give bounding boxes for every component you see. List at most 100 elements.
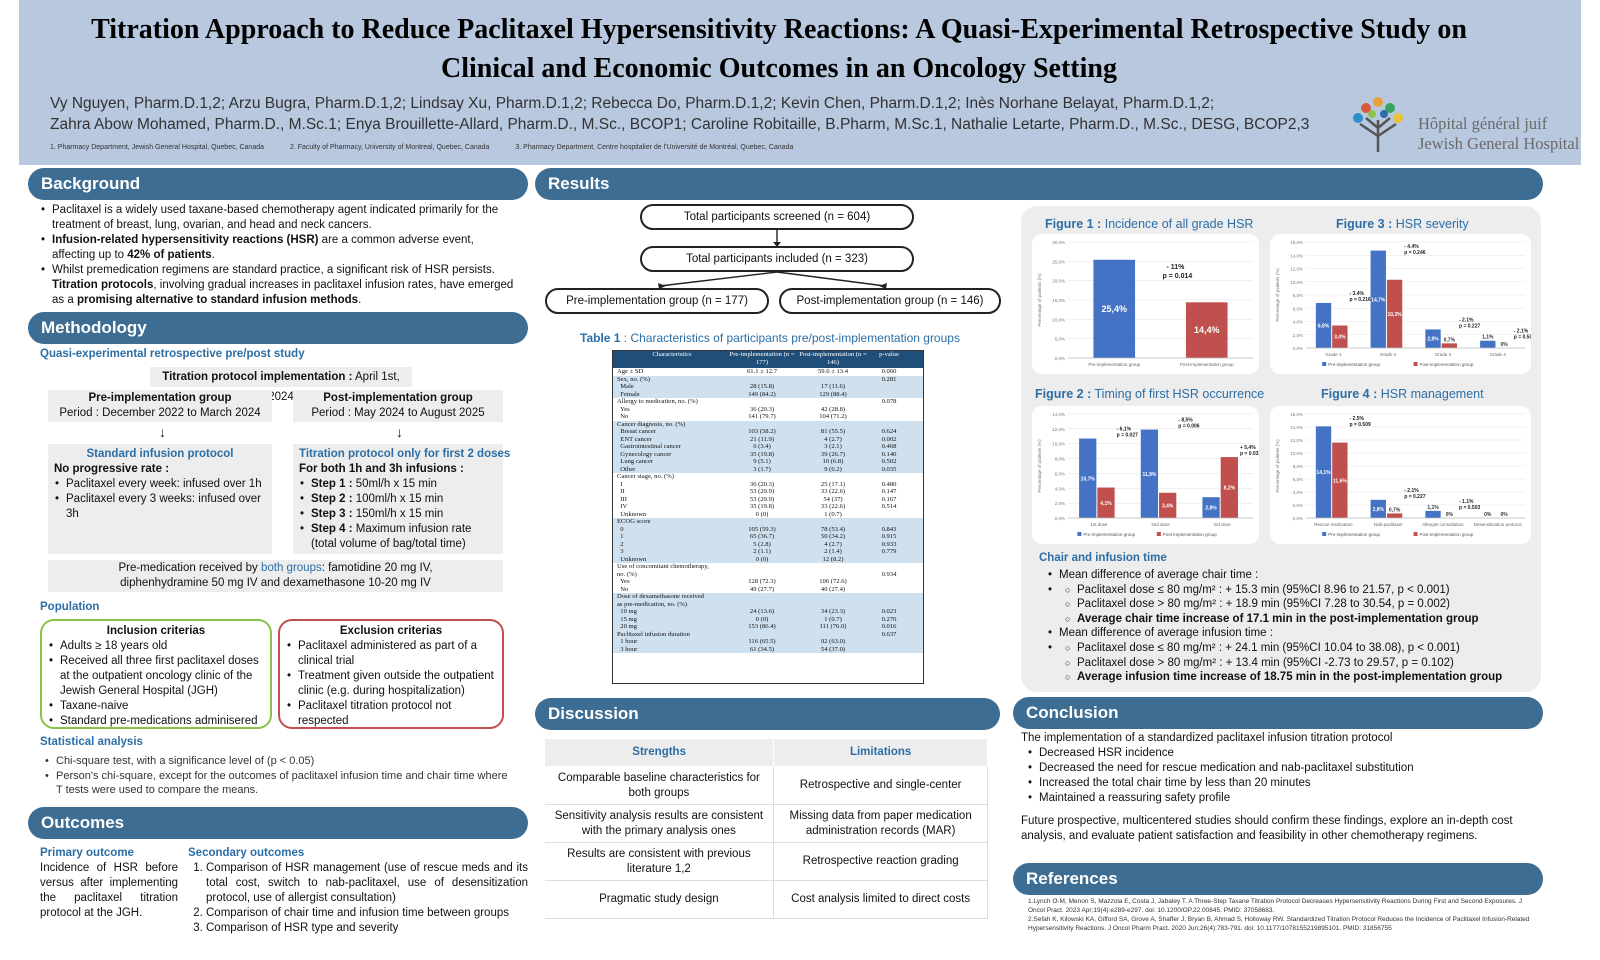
table-cell: 0.934 <box>881 570 897 578</box>
table-row: Breast cancer 103 (58.2) 81 (55.5) 0.624 <box>613 428 923 436</box>
figure3-card: 0,0% 2,0% 4,0% 6,0% 8,0% 10,0% 12,0% 14,0% 16,0%… <box>1270 234 1535 374</box>
table-cell: 36 (20.3) <box>749 480 775 488</box>
x-tick-label: Rescue medication <box>1314 522 1353 527</box>
y-tick-label: 4,0% <box>1055 486 1065 491</box>
annotation-p-value: p = 0.503 <box>1459 505 1480 511</box>
table-row: Lung cancer 9 (5.1) 10 (6.8) 0.502 <box>613 458 923 466</box>
legend-swatch <box>1077 532 1082 536</box>
table-cell: 3 (2.1) <box>824 443 842 450</box>
table-cell: 3 hour <box>617 645 638 653</box>
annotation-p-value: p = 0.227 <box>1459 323 1480 329</box>
table-cell: 20 mg <box>617 623 637 630</box>
table-row: 15 mg 0 (0) 1 (0.7) 0.270 <box>613 615 923 623</box>
bar-data-label: 0% <box>1446 512 1454 518</box>
table-cell: 21 (11.9) <box>750 435 774 443</box>
table-cell <box>869 406 909 414</box>
flow-arrows <box>658 230 887 289</box>
table-row: Dose of dexamethasone received <box>613 593 923 601</box>
table-row: Male 28 (15.8) 17 (11.6) <box>613 383 923 391</box>
x-tick-label: Grade 2 <box>1380 352 1397 357</box>
annotation-p-value: p = 0.509 <box>1350 422 1371 428</box>
y-tick-label: 12,0% <box>1290 267 1303 272</box>
flow-pre-group: Pre-implementation group (n = 177) <box>545 288 769 314</box>
conclusion-text: The implementation of a standardized pac… <box>1021 731 1541 844</box>
table-row: I 36 (20.3) 25 (17.1) 0.480 <box>613 481 923 489</box>
table-cell <box>797 376 869 384</box>
y-tick-label: 6,0% <box>1293 306 1303 311</box>
bar <box>1425 329 1441 348</box>
table-row: 20 mg 153 (86.4) 111 (76.0) 0.016 <box>613 623 923 631</box>
x-tick-label: Pre-implementation group <box>1088 362 1140 367</box>
figure2-chart: 0,0% 2,0% 4,0% 6,0% 8,0% 10,0% 12,0% 14,0% Perce… <box>1037 412 1261 537</box>
table-cell <box>869 473 909 481</box>
table-cell: 5 (2.8) <box>753 540 771 548</box>
y-tick-label: 8,0% <box>1055 457 1065 462</box>
annotation-p-value: p = 0.246 <box>1404 250 1425 256</box>
table-cell: no. (%) <box>617 570 637 578</box>
bar-data-label: 8,2% <box>1224 486 1236 492</box>
y-axis-label: Percentage of patients (%) <box>1037 273 1042 327</box>
bar-data-label: 0,7% <box>1389 507 1401 513</box>
bar-data-label: 0% <box>1484 512 1492 518</box>
table-cell: 39 (26.7) <box>820 450 846 458</box>
table-cell: 40 (27.4) <box>820 585 846 593</box>
y-tick-label: 12,0% <box>1052 427 1065 432</box>
y-tick-label: 30,0% <box>1052 240 1065 245</box>
table-cell: Retrospective and single-center <box>773 766 988 805</box>
table-cell <box>869 413 909 421</box>
y-tick-label: 2,0% <box>1055 501 1065 506</box>
bar <box>1386 513 1403 518</box>
y-tick-label: 6,0% <box>1055 471 1065 476</box>
table-cell: 105 (59.3) <box>748 525 776 533</box>
section-methodology: Methodology <box>28 312 528 344</box>
table-cell: 106 (72.6) <box>819 578 847 585</box>
table-cell: 0.779 <box>881 548 897 555</box>
statistical-item: Chi-square test, with a significance lev… <box>44 754 514 769</box>
figure4-chart: 0,0% 2,0% 4,0% 6,0% 8,0% 10,0% 12,0% 14,0% 16,0%… <box>1275 412 1525 537</box>
table-cell: Comparable baseline characteristics for … <box>544 766 775 805</box>
y-tick-label: 20,0% <box>1052 279 1065 284</box>
implementation-date: Titration protocol implementation : Apri… <box>150 367 412 403</box>
table-cell: Unknown <box>617 510 647 518</box>
annotation-difference: - 1.1% <box>1459 499 1474 505</box>
table-cell: 9 (6.2) <box>824 465 842 473</box>
table-row: Comparable baseline characteristics for … <box>544 766 988 805</box>
table-cell: 4 (2.7) <box>824 540 842 548</box>
secondary-outcome-title: Secondary outcomes <box>188 847 305 859</box>
table-cell: 141 (79.7) <box>748 413 776 420</box>
y-tick-label: 8,0% <box>1293 293 1303 298</box>
annotation-p-value: p = 0.006 <box>1178 424 1199 430</box>
figure4-card: 0,0% 2,0% 4,0% 6,0% 8,0% 10,0% 12,0% 14,0% 16,0%… <box>1270 406 1531 544</box>
table-cell: 17 (11.6) <box>821 383 845 390</box>
table-cell: 0.502 <box>881 458 897 465</box>
strengths-limitations-table: Strengths Limitations Comparable baseline… <box>543 738 988 919</box>
study-design: Quasi-experimental retrospective pre/pos… <box>40 348 305 360</box>
table-row: Gastrointestinal cancer 6 (3.4) 3 (2.1) 0.4… <box>613 443 923 451</box>
poster-header: Titration Approach to Reduce Paclitaxel … <box>19 0 1581 165</box>
table-cell: 42 (28.8) <box>820 405 846 413</box>
table-cell <box>869 391 909 399</box>
population-title: Population <box>40 601 100 613</box>
table-header: Characteristics Pre-implementation (n = … <box>613 351 923 368</box>
y-axis-label: Percentage of patients (%) <box>1275 268 1280 322</box>
table-cell <box>797 601 869 609</box>
table-cell: 35 (19.8) <box>749 503 775 510</box>
table-cell: 153 (86.4) <box>748 623 776 630</box>
bar-data-label: 0% <box>1500 512 1508 518</box>
y-tick-label: 6,0% <box>1293 477 1303 482</box>
y-tick-label: 15,0% <box>1052 298 1065 303</box>
annotation-p-value: p = 0.027 <box>1117 433 1138 439</box>
x-tick-label: Post-implementation group <box>1180 362 1234 367</box>
table-cell: Female <box>617 390 640 398</box>
legend-label: Post-implementation group <box>1420 362 1474 367</box>
table-row: Paclitaxel infusion duration 0.637 <box>613 630 923 638</box>
legend-label: Post-implementation group <box>1163 532 1217 537</box>
table-row: ENT cancer 21 (11.9) 4 (2.7) 0.002 <box>613 435 923 443</box>
y-tick-label: 12,0% <box>1290 438 1303 443</box>
y-tick-label: 25,0% <box>1052 259 1065 264</box>
statistical-title: Statistical analysis <box>40 736 143 748</box>
bar-data-label: 2,8% <box>1373 507 1385 513</box>
bar <box>1140 429 1159 518</box>
table-cell <box>869 518 909 526</box>
table-cell: 34 (23.3) <box>820 608 846 615</box>
